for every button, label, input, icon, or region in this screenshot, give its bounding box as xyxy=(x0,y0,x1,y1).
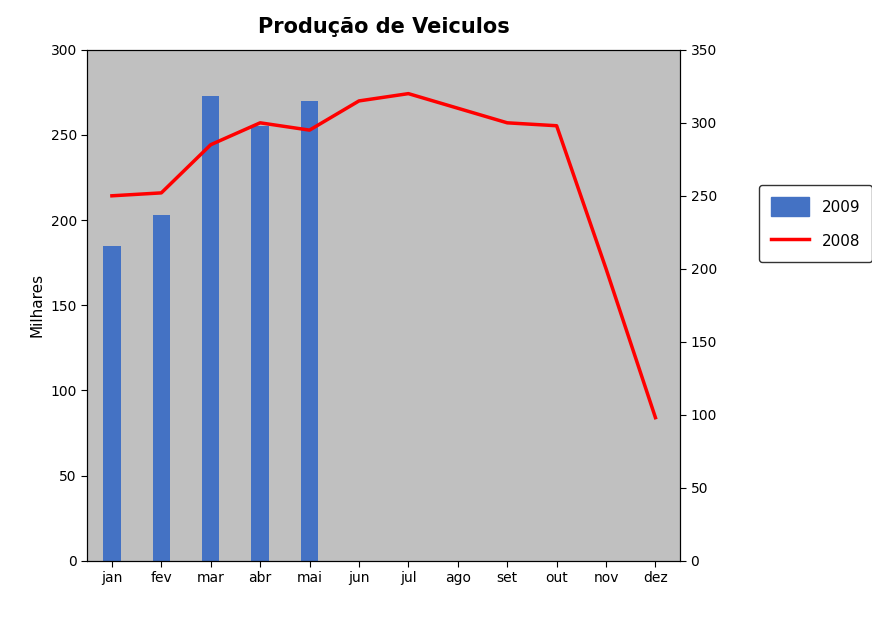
Legend: 2009, 2008: 2009, 2008 xyxy=(759,185,872,262)
Bar xyxy=(251,126,269,561)
Bar xyxy=(103,245,120,561)
Bar xyxy=(301,101,318,561)
Bar xyxy=(153,215,170,561)
Bar xyxy=(202,96,220,561)
Title: Produção de Veiculos: Produção de Veiculos xyxy=(258,17,509,37)
Y-axis label: Milhares: Milhares xyxy=(30,273,44,337)
